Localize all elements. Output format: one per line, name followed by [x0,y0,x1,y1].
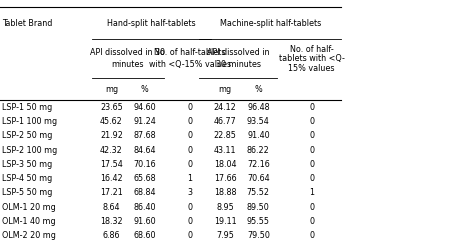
Text: 15% values: 15% values [288,64,335,73]
Text: 0: 0 [187,117,192,126]
Text: Machine-split half-tablets: Machine-split half-tablets [219,19,321,28]
Text: 0: 0 [309,231,314,240]
Text: minutes: minutes [112,61,144,69]
Text: 0: 0 [187,132,192,140]
Text: 86.22: 86.22 [247,146,270,155]
Text: 0: 0 [187,231,192,240]
Text: 17.54: 17.54 [100,160,123,169]
Text: 0: 0 [187,217,192,226]
Text: 68.84: 68.84 [133,188,156,197]
Text: 0: 0 [187,103,192,112]
Text: LSP-5 50 mg: LSP-5 50 mg [2,188,53,197]
Text: 46.77: 46.77 [214,117,237,126]
Text: No. of half-tablets: No. of half-tablets [154,48,225,57]
Text: 43.11: 43.11 [214,146,237,155]
Text: 21.92: 21.92 [100,132,123,140]
Text: 72.16: 72.16 [247,160,270,169]
Text: 6.86: 6.86 [103,231,120,240]
Text: 18.32: 18.32 [100,217,123,226]
Text: 16.42: 16.42 [100,174,123,183]
Text: 17.21: 17.21 [100,188,123,197]
Text: 84.64: 84.64 [133,146,156,155]
Text: LSP-3 50 mg: LSP-3 50 mg [2,160,53,169]
Text: LSP-1 100 mg: LSP-1 100 mg [2,117,57,126]
Text: 8.95: 8.95 [216,203,234,211]
Text: 1: 1 [309,188,314,197]
Text: 24.12: 24.12 [214,103,237,112]
Text: %: % [141,85,148,94]
Text: API dissolved in: API dissolved in [207,48,269,57]
Text: 0: 0 [309,160,314,169]
Text: 0: 0 [309,132,314,140]
Text: 23.65: 23.65 [100,103,123,112]
Text: 30 minutes: 30 minutes [216,61,261,69]
Text: LSP-1 50 mg: LSP-1 50 mg [2,103,53,112]
Text: 79.50: 79.50 [247,231,270,240]
Text: %: % [255,85,262,94]
Text: 22.85: 22.85 [214,132,237,140]
Text: 0: 0 [187,160,192,169]
Text: API dissolved in 30: API dissolved in 30 [91,48,165,57]
Text: 1: 1 [187,174,192,183]
Text: 19.11: 19.11 [214,217,237,226]
Text: No. of half-: No. of half- [290,45,334,53]
Text: 0: 0 [309,174,314,183]
Text: Hand-split half-tablets: Hand-split half-tablets [108,19,196,28]
Text: 8.64: 8.64 [103,203,120,211]
Text: LSP-4 50 mg: LSP-4 50 mg [2,174,53,183]
Text: 65.68: 65.68 [133,174,156,183]
Text: 0: 0 [309,203,314,211]
Text: 86.40: 86.40 [133,203,156,211]
Text: 91.60: 91.60 [133,217,156,226]
Text: 70.64: 70.64 [247,174,270,183]
Text: LSP-2 100 mg: LSP-2 100 mg [2,146,58,155]
Text: 0: 0 [309,103,314,112]
Text: 91.40: 91.40 [247,132,270,140]
Text: 89.50: 89.50 [247,203,270,211]
Text: mg: mg [219,85,232,94]
Text: 75.52: 75.52 [247,188,270,197]
Text: 0: 0 [187,203,192,211]
Text: 17.66: 17.66 [214,174,237,183]
Text: tablets with <Q-: tablets with <Q- [279,54,345,63]
Text: 95.55: 95.55 [247,217,270,226]
Text: 45.62: 45.62 [100,117,123,126]
Text: 94.60: 94.60 [133,103,156,112]
Text: 96.48: 96.48 [247,103,270,112]
Text: LSP-2 50 mg: LSP-2 50 mg [2,132,53,140]
Text: 68.60: 68.60 [133,231,156,240]
Text: 7.95: 7.95 [216,231,234,240]
Text: 0: 0 [187,146,192,155]
Text: 18.04: 18.04 [214,160,237,169]
Text: 91.24: 91.24 [133,117,156,126]
Text: 0: 0 [309,217,314,226]
Text: 93.54: 93.54 [247,117,270,126]
Text: OLM-2 20 mg: OLM-2 20 mg [2,231,56,240]
Text: 42.32: 42.32 [100,146,123,155]
Text: mg: mg [105,85,118,94]
Text: 3: 3 [187,188,192,197]
Text: 0: 0 [309,117,314,126]
Text: OLM-1 40 mg: OLM-1 40 mg [2,217,56,226]
Text: 18.88: 18.88 [214,188,237,197]
Text: Tablet Brand: Tablet Brand [2,19,53,28]
Text: OLM-1 20 mg: OLM-1 20 mg [2,203,56,211]
Text: 87.68: 87.68 [133,132,156,140]
Text: 70.16: 70.16 [133,160,156,169]
Text: with <Q-15% values: with <Q-15% values [148,61,231,69]
Text: 0: 0 [309,146,314,155]
